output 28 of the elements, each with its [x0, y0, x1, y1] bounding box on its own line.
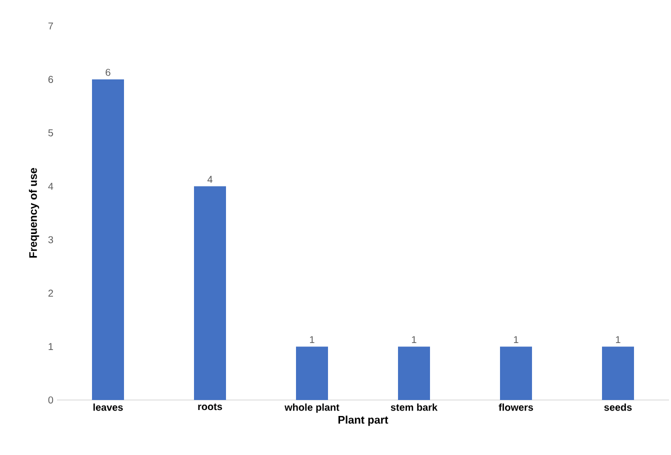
bar — [398, 346, 430, 400]
x-tick-label: flowers — [498, 404, 534, 411]
y-tick-label: 1 — [48, 343, 53, 350]
y-tick-label: 3 — [48, 236, 54, 244]
y-tick-label: 6 — [48, 76, 54, 83]
data-label: 6 — [106, 68, 110, 76]
y-tick-label: 4 — [48, 182, 54, 190]
y-tick-label: 5 — [48, 129, 54, 136]
bar — [296, 346, 328, 400]
x-tick-label: roots — [198, 404, 222, 410]
x-tick-label: stem bark — [390, 404, 438, 411]
x-tick-label: leaves — [93, 404, 123, 411]
y-axis-title: Frequency of use — [28, 168, 40, 258]
data-label: 1 — [310, 336, 314, 344]
x-tick-label: seeds — [604, 404, 632, 411]
y-tick-label: 2 — [48, 290, 53, 297]
x-tick-label: whole plant — [284, 404, 340, 413]
bar — [602, 346, 634, 400]
data-label: 4 — [207, 176, 212, 183]
data-label: 1 — [412, 336, 416, 344]
data-label: 1 — [514, 336, 518, 344]
bar — [500, 346, 532, 400]
data-label: 1 — [616, 336, 620, 344]
y-tick-label: 7 — [48, 22, 53, 30]
bar — [92, 79, 124, 400]
x-axis-title: Plant part — [338, 416, 388, 426]
bar — [194, 186, 226, 400]
y-tick-label: 0 — [48, 396, 54, 404]
